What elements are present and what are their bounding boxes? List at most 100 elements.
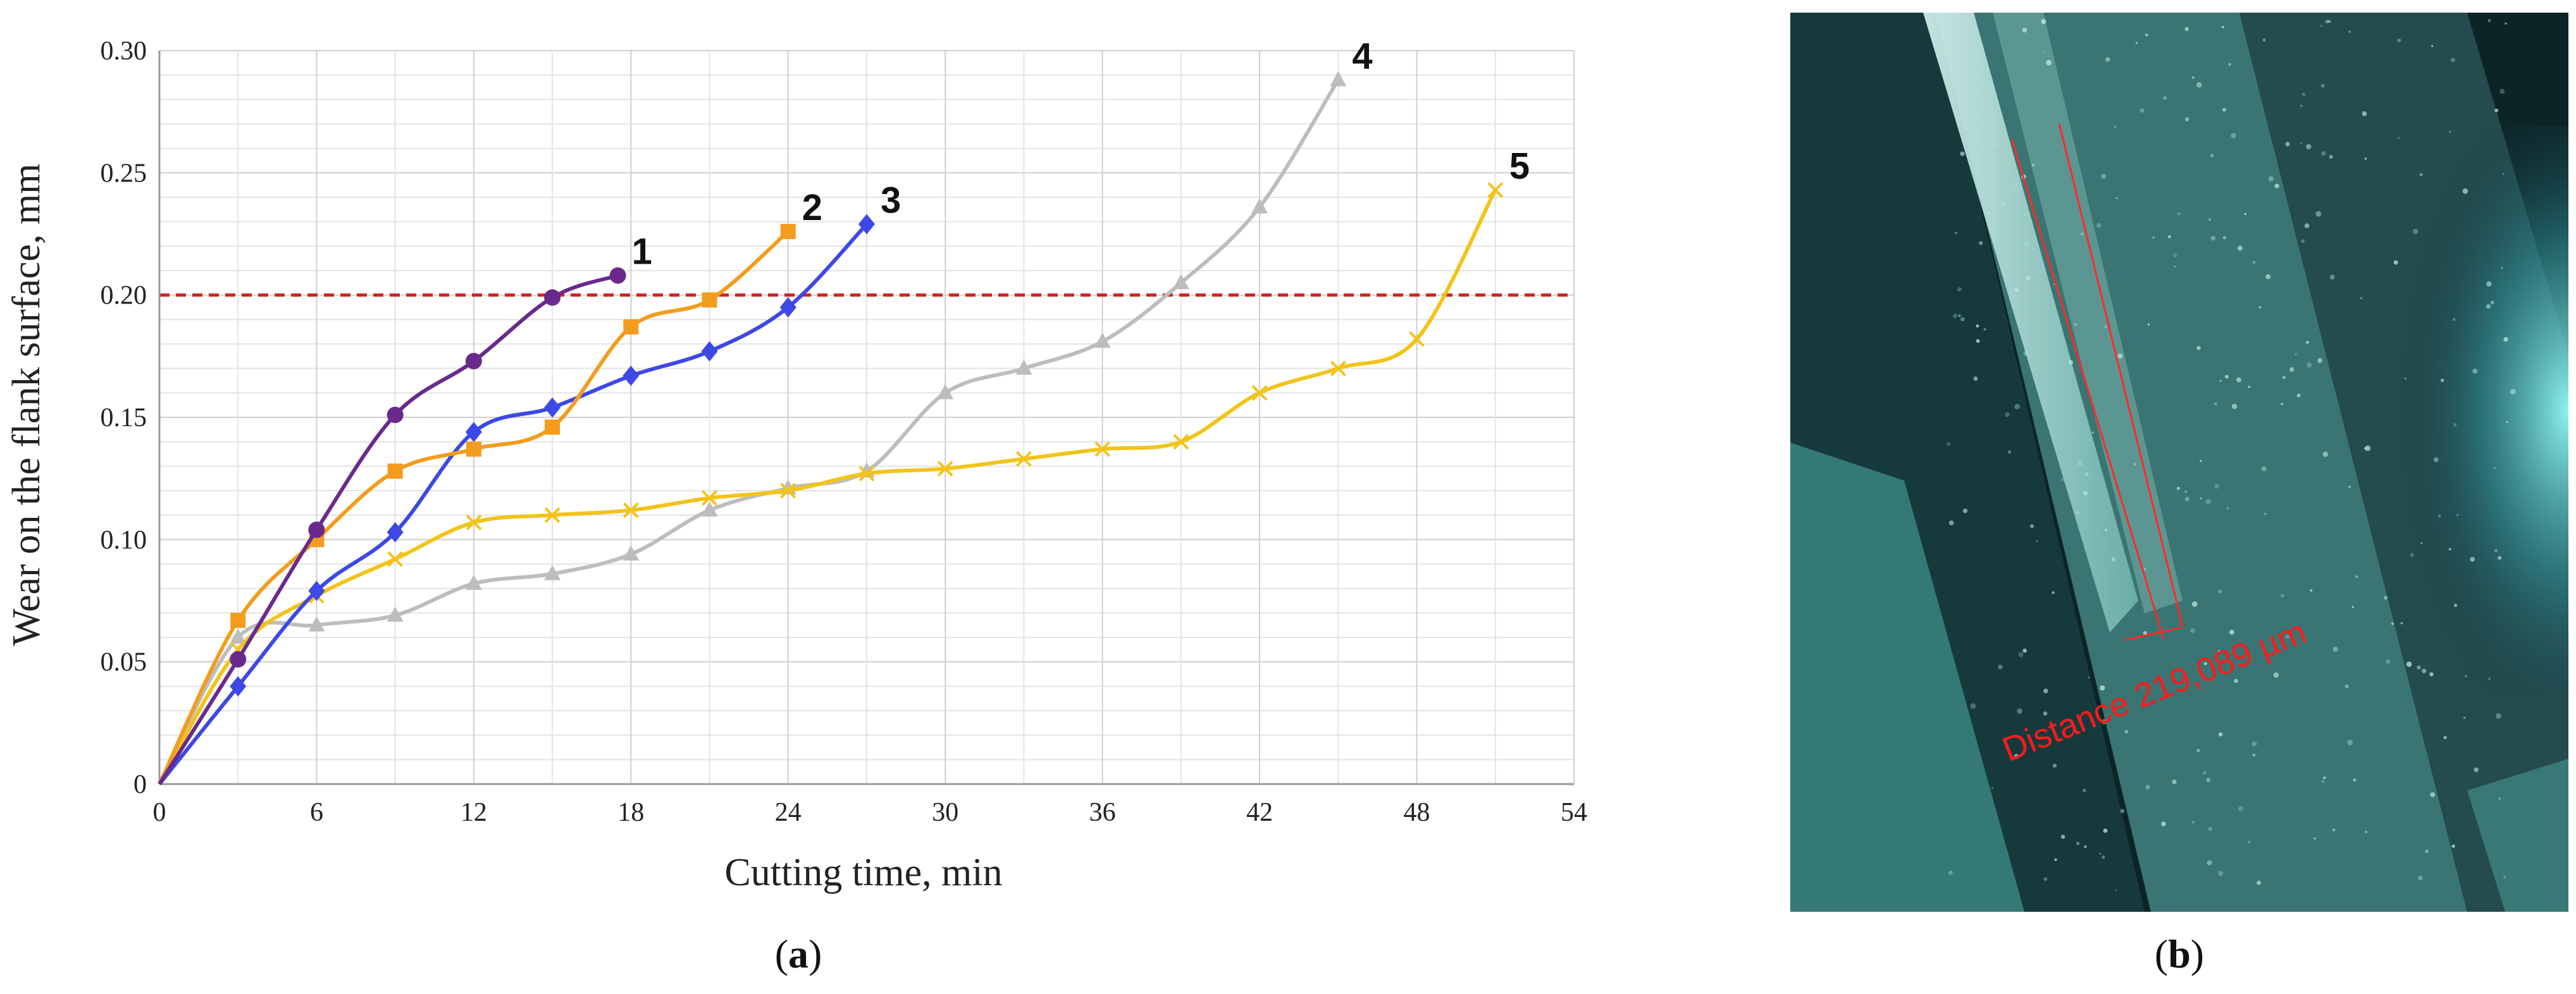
data-point <box>387 407 404 424</box>
speckle <box>2043 688 2048 694</box>
speckle <box>2393 260 2398 265</box>
data-point <box>387 463 403 479</box>
speckle <box>2206 778 2210 783</box>
speckle <box>1952 313 1958 319</box>
speckle <box>2103 828 2108 833</box>
speckle <box>2043 877 2048 881</box>
speckle <box>1976 324 1979 328</box>
speckle <box>2494 549 2498 553</box>
speckle <box>2355 575 2358 579</box>
speckle <box>2320 83 2325 88</box>
speckle <box>2022 27 2028 33</box>
speckle <box>1976 339 1980 343</box>
speckle <box>1957 287 1962 291</box>
speckle <box>2200 497 2202 500</box>
measure-line-left <box>2010 138 2165 639</box>
speckle <box>1958 314 1961 317</box>
measure-line-right <box>2058 123 2184 627</box>
data-point <box>937 460 953 477</box>
caption-a: (a) <box>775 931 822 976</box>
speckle <box>2222 107 2226 112</box>
series-1: 1 <box>158 231 652 785</box>
speckle <box>2236 377 2241 383</box>
speckle <box>2011 304 2014 307</box>
data-point <box>780 224 796 240</box>
data-point <box>465 353 482 370</box>
speckle <box>2190 628 2195 633</box>
speckle <box>2200 460 2202 462</box>
speckle <box>2026 276 2031 281</box>
series-line <box>158 189 1497 785</box>
speckle <box>2490 300 2494 305</box>
y-tick-label: 0.15 <box>101 403 147 433</box>
speckle <box>2196 82 2202 88</box>
speckle <box>2105 57 2110 62</box>
speckle <box>2015 288 2019 292</box>
speckle <box>2005 412 2010 417</box>
y-axis-label: Wear on the flank surface, mm <box>5 164 48 646</box>
speckle <box>1948 870 1953 875</box>
speckle <box>2184 117 2189 121</box>
speckle <box>2114 125 2117 128</box>
speckle <box>2046 59 2052 66</box>
speckle <box>2217 871 2224 876</box>
speckle <box>2084 845 2087 849</box>
speckle <box>2203 662 2207 666</box>
speckle <box>2135 42 2138 44</box>
speckle <box>2184 490 2188 493</box>
speckle <box>2117 353 2123 359</box>
speckle <box>2018 652 2024 658</box>
speckle <box>2441 378 2444 383</box>
speckle <box>2075 510 2080 515</box>
speckle <box>2214 402 2217 405</box>
wear-land <box>1993 13 2183 613</box>
chart-panel: 0 6 12 18 24 30 36 42 48 5400.050.100.150.200.250… <box>5 35 1587 976</box>
speckle <box>2420 542 2423 544</box>
speckle <box>2099 852 2102 855</box>
speckle <box>2273 672 2279 678</box>
speckle <box>2453 318 2456 321</box>
speckle <box>2257 880 2261 885</box>
data-point <box>1251 198 1268 214</box>
data-point <box>1015 359 1032 375</box>
speckle <box>2191 821 2195 824</box>
y-tick-label: 0.20 <box>101 281 147 310</box>
speckle <box>2172 779 2177 785</box>
speckle <box>2431 45 2434 47</box>
speckle <box>2163 95 2167 100</box>
series-line <box>158 223 869 785</box>
speckle <box>2196 749 2200 752</box>
speckle <box>2306 144 2312 150</box>
speckle <box>2203 771 2207 775</box>
data-point <box>466 441 481 457</box>
speckle <box>2077 460 2083 467</box>
speckle <box>2443 735 2447 740</box>
speckle <box>2207 860 2212 866</box>
speckle <box>2397 38 2401 42</box>
measure-crossbar <box>2125 626 2183 641</box>
speckle <box>2192 76 2195 79</box>
speckle <box>2391 622 2394 625</box>
speckle <box>2384 596 2388 600</box>
speckle <box>2344 684 2349 689</box>
speckle <box>2258 305 2262 309</box>
speckle <box>2022 648 2027 653</box>
speckle <box>1983 328 1986 331</box>
data-point <box>544 507 560 524</box>
speckle <box>2029 524 2034 529</box>
speckle <box>2456 513 2459 517</box>
x-tick-label: 0 <box>153 798 166 827</box>
speckle <box>2268 176 2274 181</box>
speckle <box>2321 780 2324 783</box>
data-point <box>622 365 640 386</box>
speckle <box>2143 630 2147 635</box>
data-point <box>230 612 246 628</box>
y-tick-label: 0.05 <box>101 648 147 677</box>
speckle <box>2412 228 2418 235</box>
speckle <box>1947 442 1950 446</box>
data-point <box>544 289 561 306</box>
speckle <box>2498 556 2502 560</box>
speckle <box>2280 594 2284 598</box>
worn-cutting-edge <box>1923 13 2138 632</box>
data-point <box>702 490 717 506</box>
